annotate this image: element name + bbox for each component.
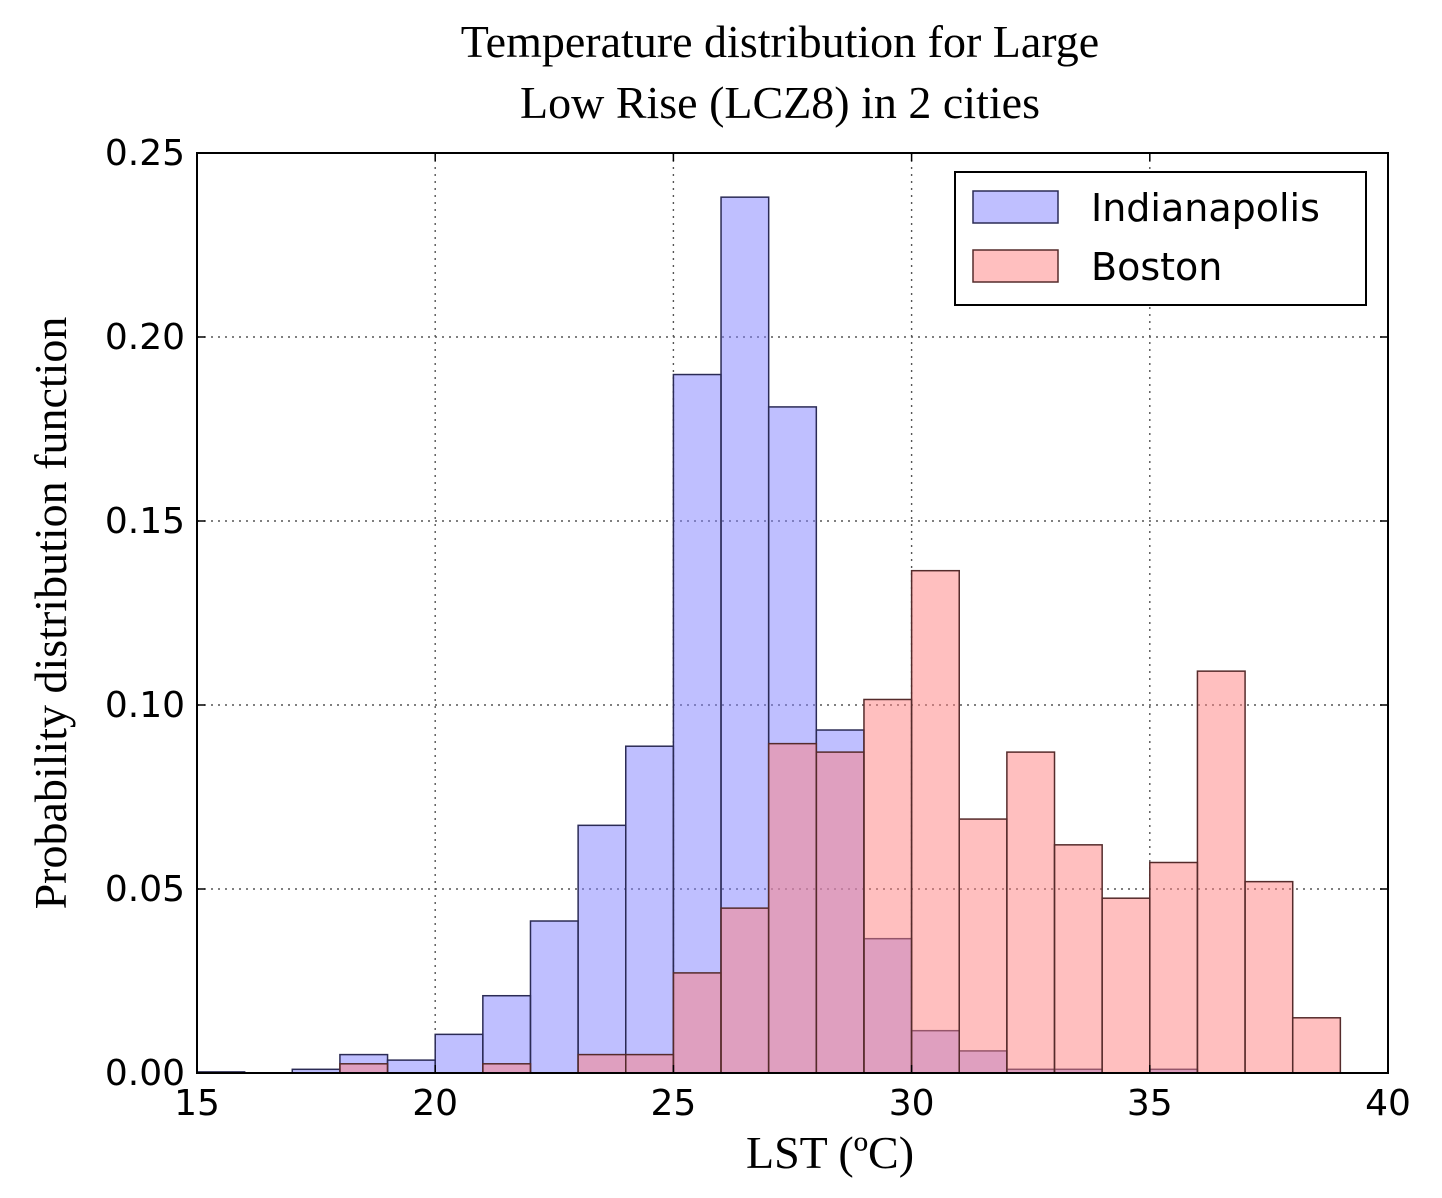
bar-indianapolis: [529, 920, 579, 1074]
bar-boston: [910, 569, 960, 1074]
axis-ticks: 15 20 25 30 35 40 0.00 0.05 0.10 0.15 0.20 0.25: [105, 133, 1411, 1124]
y-tick-label: 0.15: [105, 501, 185, 542]
y-tick-label: 0.10: [105, 685, 185, 726]
x-tick-label: 15: [174, 1083, 220, 1124]
legend-label-indianapolis: Indianapolis: [1091, 186, 1320, 230]
bar-boston: [1053, 844, 1103, 1074]
bar-boston: [815, 751, 865, 1074]
x-tick-label: 20: [412, 1083, 458, 1124]
bar-boston: [720, 907, 770, 1074]
bar-boston: [1101, 897, 1151, 1074]
y-tick-label: 0.20: [105, 317, 185, 358]
bar-boston: [958, 818, 1008, 1074]
histogram-bars: [196, 196, 1342, 1074]
legend-swatch-boston: [972, 249, 1059, 283]
bar-boston: [1149, 861, 1199, 1074]
legend: Indianapolis Boston: [954, 171, 1367, 306]
bar-indianapolis: [434, 1033, 484, 1074]
bar-boston: [1291, 1017, 1342, 1074]
x-tick-label: 35: [1127, 1083, 1173, 1124]
bar-boston: [1006, 751, 1056, 1074]
bar-boston: [767, 742, 818, 1074]
bar-boston: [672, 972, 722, 1074]
plot-frame: [196, 152, 1389, 1074]
bar-boston: [577, 1053, 627, 1074]
legend-label-boston: Boston: [1091, 245, 1222, 289]
chart-title-line-1: Temperature distribution for Large: [461, 16, 1099, 67]
bar-boston: [339, 1063, 389, 1074]
chart-title-line-2: Low Rise (LCZ8) in 2 cities: [520, 77, 1040, 128]
x-tick-label: 25: [650, 1083, 696, 1124]
bar-indianapolis: [672, 373, 722, 1074]
bar-boston: [482, 1063, 532, 1074]
x-tick-label: 40: [1365, 1083, 1411, 1124]
bar-indianapolis: [625, 745, 675, 1074]
bar-indianapolis: [482, 994, 532, 1074]
bar-indianapolis: [577, 824, 627, 1074]
bar-indianapolis: [386, 1059, 436, 1074]
bar-boston: [1196, 670, 1246, 1074]
y-axis-label: Probability distribution function: [25, 317, 76, 910]
x-axis-label: LST (ºC): [746, 1127, 914, 1178]
x-tick-label: 30: [889, 1083, 935, 1124]
y-tick-label: 0.25: [105, 133, 185, 174]
legend-swatch-indianapolis: [972, 190, 1059, 224]
bar-boston: [625, 1053, 675, 1074]
y-tick-label: 0.05: [105, 869, 185, 910]
chart-title: Temperature distribution for Large Low R…: [461, 16, 1099, 128]
bar-boston: [1244, 880, 1294, 1074]
bar-boston: [863, 698, 913, 1074]
y-tick-label: 0.00: [105, 1053, 185, 1094]
